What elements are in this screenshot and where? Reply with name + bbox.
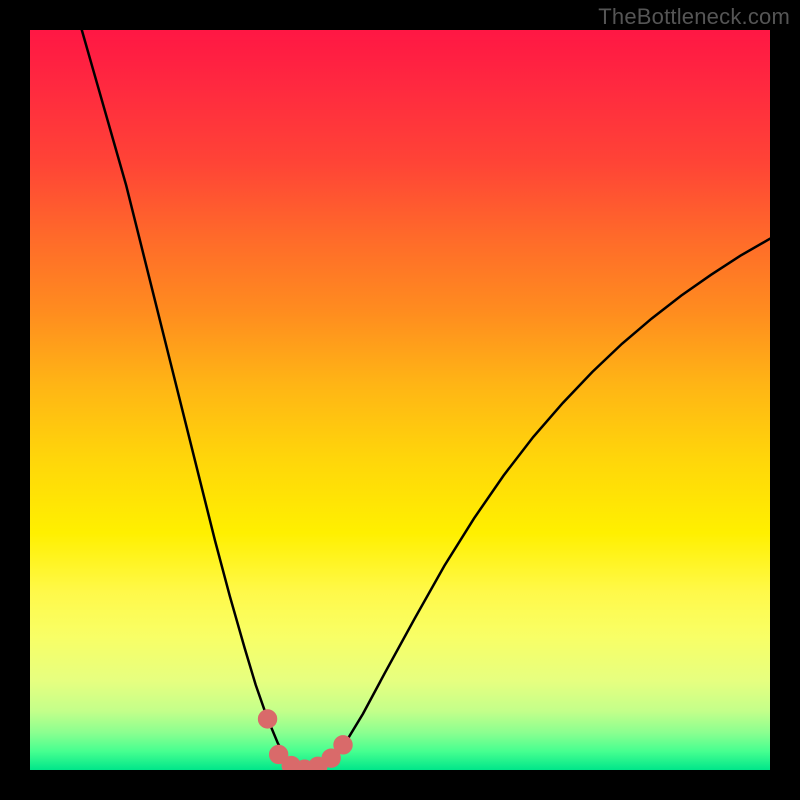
watermark-text: TheBottleneck.com	[598, 4, 790, 30]
chart-frame: TheBottleneck.com	[0, 0, 800, 800]
marker-dot	[334, 736, 352, 754]
marker-dot	[258, 710, 276, 728]
bottleneck-chart	[0, 0, 800, 800]
chart-background	[30, 30, 770, 770]
